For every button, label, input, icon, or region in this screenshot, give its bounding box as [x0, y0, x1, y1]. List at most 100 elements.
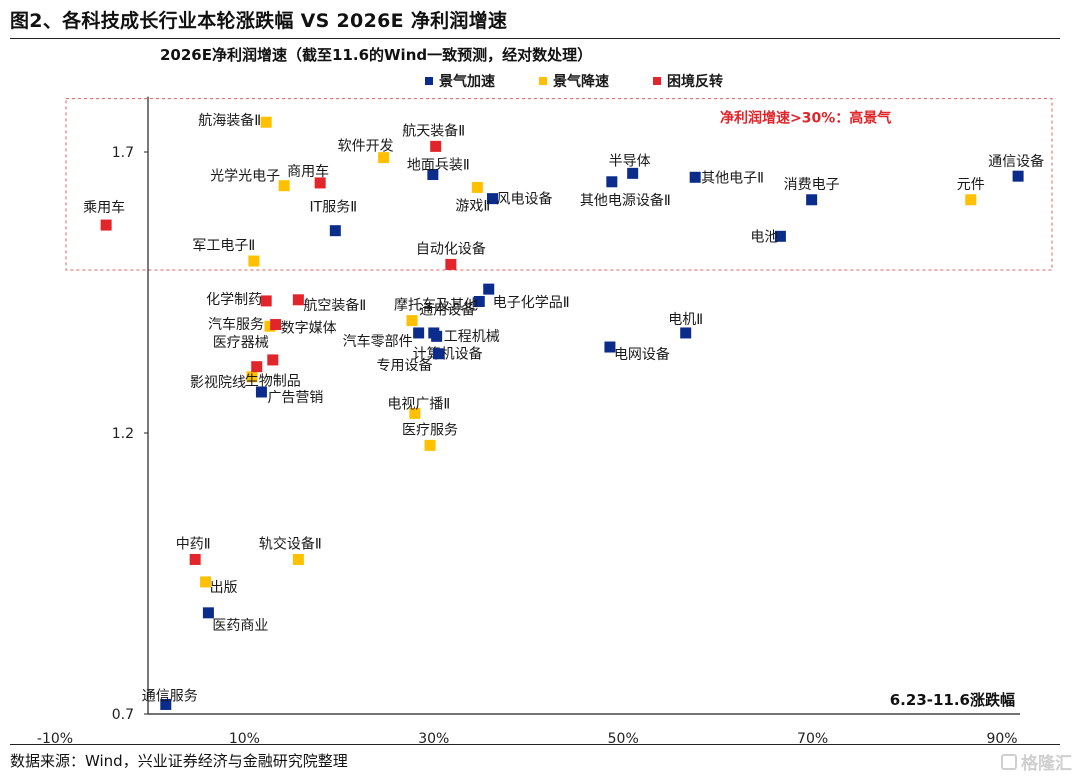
legend-swatch-accelerating — [425, 77, 433, 85]
data-point-label: 半导体 — [609, 153, 651, 169]
data-point-label: 通用设备 — [419, 301, 475, 318]
data-point-marker — [473, 295, 485, 307]
data-point-marker — [189, 553, 201, 565]
data-point-marker — [378, 152, 390, 164]
data-point-marker — [200, 576, 212, 588]
source-note: 数据来源：Wind，兴业证券经济与金融研究院整理 — [10, 752, 348, 770]
data-point-label: 数字媒体 — [281, 321, 337, 337]
data-point-label: 航海装备Ⅱ — [198, 112, 261, 129]
data-point-label: 光学光电子 — [210, 169, 280, 185]
legend-item-reversal: 困境反转 — [653, 71, 723, 91]
watermark-icon — [1001, 753, 1017, 770]
data-point-label: 电池 — [750, 229, 778, 245]
data-point-label: 航天装备Ⅱ — [402, 122, 465, 139]
data-point-label: 电机Ⅱ — [668, 312, 703, 328]
chart-legend: 景气加速 景气降速 困境反转 — [425, 71, 723, 91]
x-tick-label: 50% — [608, 731, 639, 745]
data-point-label: 自动化设备 — [416, 240, 486, 257]
data-point-label: 汽车服务 — [208, 316, 264, 333]
data-point-label: 出版 — [210, 580, 238, 596]
data-point-label: 通信设备 — [988, 153, 1044, 170]
data-point-marker — [445, 258, 457, 270]
data-point-marker — [483, 283, 495, 295]
data-point-label: 软件开发 — [338, 139, 394, 155]
data-point-marker — [1012, 170, 1024, 182]
data-point-label: 医疗器械 — [213, 335, 269, 351]
data-point-marker — [427, 168, 439, 180]
data-point-label: 元件 — [957, 177, 985, 193]
title-divider — [10, 38, 1060, 39]
data-point-marker — [430, 140, 442, 152]
data-point-marker — [689, 171, 701, 183]
data-point-label: 消费电子 — [784, 177, 840, 193]
data-point-label: 影视院线 — [190, 375, 246, 391]
data-point-marker — [251, 361, 263, 373]
data-point-marker — [604, 341, 616, 353]
y-tick-label: 1.2 — [112, 426, 134, 442]
data-point-label: 医药商业 — [212, 618, 268, 634]
legend-item-accelerating: 景气加速 — [425, 71, 495, 91]
data-point-marker — [965, 194, 977, 206]
data-point-marker — [627, 167, 639, 179]
legend-swatch-decelerating — [539, 77, 547, 85]
data-point-marker — [406, 315, 418, 327]
data-point-marker — [774, 230, 786, 242]
data-point-marker — [806, 194, 818, 206]
x-tick-label: 30% — [418, 731, 449, 745]
x-tick-label: 10% — [229, 731, 260, 745]
watermark-logo: 格隆汇 — [1001, 749, 1072, 774]
figure-title: 图2、各科技成长行业本轮涨跌幅 VS 2026E 净利润增速 — [10, 10, 508, 32]
data-point-marker — [424, 439, 436, 451]
data-point-marker — [100, 219, 112, 231]
data-point-marker — [487, 193, 499, 205]
legend-swatch-reversal — [653, 77, 661, 85]
data-point-marker — [246, 371, 258, 383]
data-point-label: 地面兵装Ⅱ — [407, 157, 470, 173]
data-point-label: 军工电子Ⅱ — [192, 238, 255, 254]
data-point-marker — [264, 320, 276, 332]
data-point-label: 电网设备 — [614, 346, 670, 363]
data-point-label: 摩托车及其他 — [394, 297, 478, 314]
data-point-marker — [270, 319, 282, 331]
data-point-label: 计算机设备 — [413, 345, 483, 362]
data-point-marker — [329, 225, 341, 237]
chart-title: 2026E净利润增速（截至11.6的Wind一致预测，经对数处理） — [160, 46, 593, 64]
high-growth-region — [65, 98, 1053, 271]
data-point-label: 工程机械 — [444, 329, 500, 345]
data-point-label: IT服务Ⅱ — [310, 200, 358, 216]
data-point-marker — [606, 176, 618, 188]
data-point-label: 专用设备 — [377, 357, 433, 374]
data-point-label: 通信服务 — [142, 688, 198, 704]
data-point-marker — [255, 386, 267, 398]
legend-label-decelerating: 景气降速 — [553, 74, 609, 90]
scatter-chart: 净利润增速>30%：高景气 0.7 1.2 1.7 -10% 10% 30% 50% 70% 90… — [37, 96, 1053, 745]
data-point-marker — [409, 407, 421, 419]
x-tick-label: -10% — [37, 731, 73, 745]
y-tick-label: 1.7 — [112, 145, 134, 161]
data-point-label: 生物制品 — [245, 374, 301, 390]
data-point-label: 其他电源设备Ⅱ — [580, 192, 671, 209]
data-point-label: 航空装备Ⅱ — [303, 297, 366, 314]
data-point-marker — [278, 180, 290, 192]
legend-label-accelerating: 景气加速 — [439, 74, 495, 90]
data-point-label: 医疗服务 — [402, 422, 458, 438]
footer-divider — [10, 744, 1060, 745]
data-point-label: 游戏Ⅱ — [455, 198, 490, 214]
data-point-label: 风电设备 — [497, 191, 553, 208]
data-point-marker — [680, 327, 692, 339]
data-point-label: 汽车零部件 — [343, 333, 413, 350]
data-point-label: 商用车 — [287, 163, 329, 180]
data-point-label: 其他电子Ⅱ — [701, 170, 764, 186]
data-point-marker — [260, 295, 272, 307]
data-point-marker — [160, 698, 172, 710]
data-point-label: 电视广播Ⅱ — [387, 396, 450, 412]
data-point-label: 轨交设备Ⅱ — [259, 535, 322, 552]
data-point-marker — [202, 607, 214, 619]
data-point-label: 中药Ⅱ — [176, 536, 211, 552]
data-point-marker — [431, 330, 443, 342]
data-point-marker — [292, 294, 304, 306]
data-point-marker — [248, 255, 260, 267]
high-growth-region-label: 净利润增速>30%：高景气 — [720, 110, 891, 127]
data-point-marker — [471, 181, 483, 193]
legend-item-decelerating: 景气降速 — [539, 71, 609, 91]
